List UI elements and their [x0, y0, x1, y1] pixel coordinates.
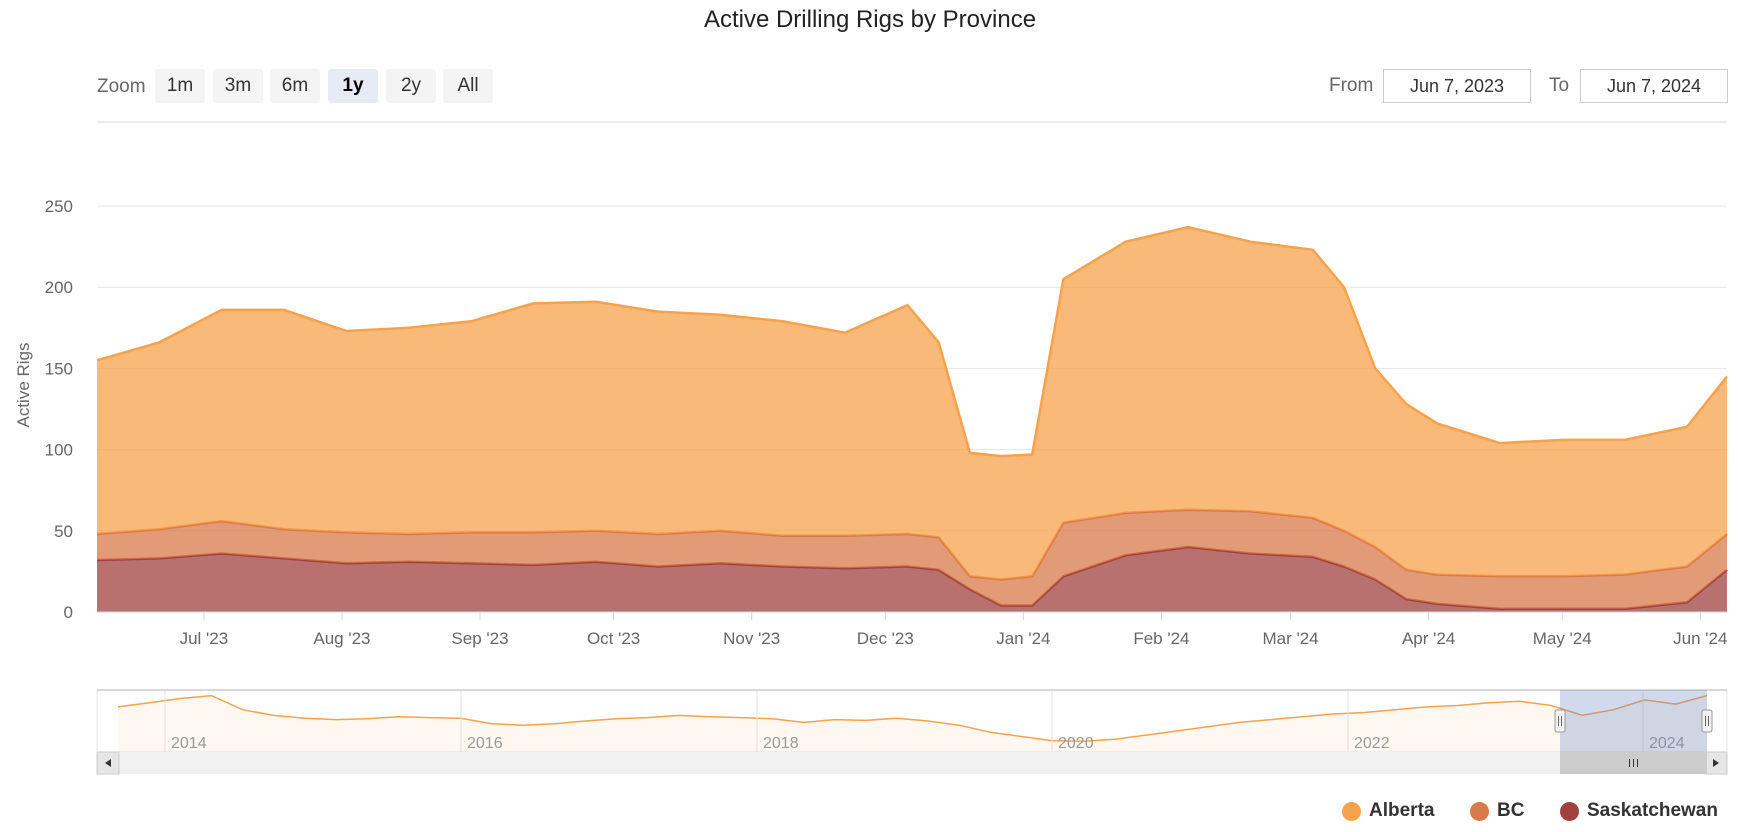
chevron-left-icon: [105, 759, 111, 767]
area-saskatchewan: [97, 547, 1727, 612]
navigator-year-label: 2014: [171, 735, 207, 752]
from-label: From: [1329, 75, 1374, 96]
legend-marker-bc: [1470, 801, 1489, 821]
scroll-left-button[interactable]: [96, 751, 120, 775]
legend-label-saskatchewan: Saskatchewan: [1587, 800, 1718, 821]
handle-body: [1701, 709, 1713, 733]
area-bc: [97, 509, 1727, 609]
x-tick-label: Jun '24: [1673, 629, 1727, 648]
navigator-year-label: 2024: [1649, 735, 1685, 752]
scroll-right-button[interactable]: [1704, 751, 1728, 775]
x-tick-label: May '24: [1533, 629, 1592, 648]
zoom-3m-button[interactable]: 3m: [213, 69, 263, 103]
legend-label-alberta: Alberta: [1369, 800, 1435, 821]
navigator-area: [118, 695, 1707, 752]
line-alberta: [96, 225, 1728, 458]
y-tick-label: 200: [45, 278, 73, 297]
x-tick-label: Apr '24: [1402, 629, 1455, 648]
area-layer: [96, 225, 1728, 612]
x-tick-label: Nov '23: [723, 629, 780, 648]
zoom-2y-button[interactable]: 2y: [386, 69, 436, 103]
navigator-line: [117, 694, 1708, 743]
y-tick-label: 150: [45, 359, 73, 378]
legend-label-bc: BC: [1497, 800, 1525, 821]
line-saskatchewan: [96, 545, 1728, 611]
x-tick-label: Jul '23: [180, 629, 229, 648]
legend-marker-alberta: [1342, 801, 1361, 821]
chart-title: Active Drilling Rigs by Province: [703, 6, 1037, 33]
x-tick-label: Oct '23: [587, 629, 640, 648]
navigator-year-label: 2022: [1354, 735, 1390, 752]
y-tick-label: 100: [45, 441, 73, 460]
navigator-year-label: 2020: [1058, 735, 1094, 752]
to-date-input[interactable]: Jun 7, 2024: [1580, 69, 1728, 103]
navigator[interactable]: 2014 2016 2018 2020 2022 2024: [96, 689, 1728, 775]
legend-item-saskatchewan[interactable]: Saskatchewan: [1560, 800, 1718, 822]
x-tick-label: Dec '23: [857, 629, 914, 648]
chevron-right-icon: [1713, 759, 1719, 767]
zoom-1m-button[interactable]: 1m: [155, 69, 205, 103]
from-date-input[interactable]: Jun 7, 2023: [1383, 69, 1531, 103]
navigator-handle-right[interactable]: [1701, 709, 1713, 733]
zoom-1y-button[interactable]: 1y: [328, 69, 378, 103]
navigator-background: [96, 689, 1728, 753]
x-tick-label: Mar '24: [1262, 629, 1318, 648]
axis-layer: 0 50 100 150 200 250 Jul '23 Aug '23 Sep '23 Oct …: [45, 197, 1728, 648]
handle-body: [1554, 709, 1566, 733]
y-tick-label: 0: [64, 603, 73, 622]
legend-item-alberta[interactable]: Alberta: [1342, 800, 1434, 822]
y-tick-label: 50: [54, 522, 73, 541]
area-alberta: [97, 227, 1727, 580]
zoom-label: Zoom: [97, 76, 146, 97]
navigator-handle-left[interactable]: [1554, 709, 1566, 733]
navigator-year-label: 2018: [763, 735, 799, 752]
x-tick-label: Jan '24: [996, 629, 1050, 648]
scrollbar-track: [97, 752, 1727, 774]
x-tick-label: Feb '24: [1133, 629, 1189, 648]
navigator-year-label: 2016: [467, 735, 503, 752]
legend-marker-saskatchewan: [1560, 801, 1579, 821]
to-label: To: [1549, 75, 1570, 96]
zoom-all-button[interactable]: All: [443, 69, 493, 103]
zoom-6m-button[interactable]: 6m: [270, 69, 320, 103]
navigator-selection: [1560, 690, 1707, 752]
legend-item-bc[interactable]: BC: [1470, 800, 1524, 822]
y-axis-label: Active Rigs: [14, 342, 33, 427]
chart-svg: 0 50 100 150 200 250 Jul '23 Aug '23 Sep '23 Oct …: [14, 121, 1728, 775]
x-tick-label: Sep '23: [451, 629, 508, 648]
x-tick-label: Aug '23: [313, 629, 370, 648]
y-tick-label: 250: [45, 197, 73, 216]
